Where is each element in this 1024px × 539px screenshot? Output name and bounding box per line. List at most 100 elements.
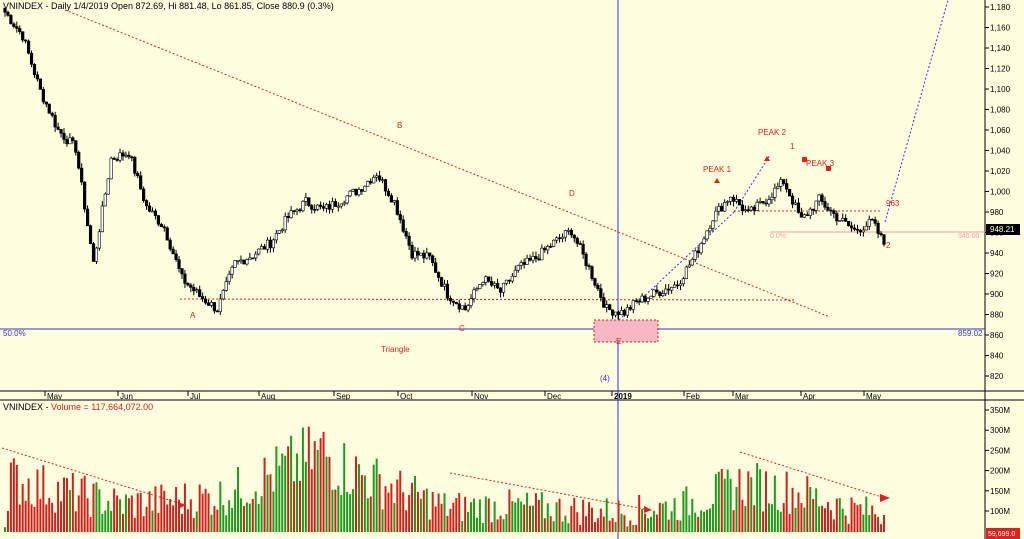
candle-body <box>59 129 63 134</box>
candle-body <box>77 152 81 169</box>
volume-bar <box>172 505 175 532</box>
last-volume-value: 59,699.0 <box>988 531 1015 538</box>
candle-body <box>608 304 612 311</box>
volume-bar <box>720 468 723 532</box>
volume-bar <box>296 453 299 532</box>
volume-bar <box>101 513 104 532</box>
volume-bar <box>815 488 818 532</box>
volume-bar <box>228 500 231 532</box>
volume-bar <box>33 506 36 532</box>
volume-bar <box>732 510 735 532</box>
volume-bar <box>655 514 658 532</box>
candle-body <box>80 167 84 183</box>
volume-bar <box>39 498 42 532</box>
candle-body <box>858 229 863 233</box>
volume-bar <box>481 523 484 532</box>
volume-bar <box>390 483 393 532</box>
volume-bar <box>561 521 564 532</box>
volume-bar <box>15 464 18 532</box>
volume-bar <box>797 492 800 532</box>
volume-bar <box>201 493 204 532</box>
candle-body <box>53 114 57 128</box>
candle-body <box>41 89 45 103</box>
volume-bar <box>567 523 570 532</box>
month-tick-label: May <box>866 392 881 401</box>
volume-bar <box>470 502 473 532</box>
label-b: B <box>397 121 402 130</box>
candle-body <box>572 234 576 239</box>
triangle-lower-trendline[interactable] <box>179 298 796 301</box>
volume-bar <box>738 469 741 532</box>
candle-body <box>94 247 99 262</box>
volume-bar <box>119 499 122 532</box>
candle-body <box>587 265 591 267</box>
candle-body <box>672 284 677 288</box>
volume-bar <box>865 496 868 532</box>
volume-bar <box>71 473 74 532</box>
candle-body <box>221 290 225 300</box>
volume-tick-label: 200M <box>990 467 1010 476</box>
candle-body <box>422 252 426 259</box>
candle-body <box>437 272 441 278</box>
volume-arrow-3 <box>880 494 890 502</box>
volume-tick-label: 100M <box>990 507 1010 516</box>
candle-body <box>696 250 700 254</box>
candle-body <box>15 26 19 29</box>
candle-body <box>469 298 473 306</box>
candle-body <box>678 283 683 286</box>
candle-body <box>826 206 830 211</box>
candle-body <box>136 173 140 177</box>
volume-bar <box>263 457 266 532</box>
volume-trendline-2[interactable] <box>449 472 651 511</box>
volume-bar <box>880 524 883 532</box>
candle-body <box>295 209 299 212</box>
candle-body <box>543 247 547 251</box>
candle-body <box>776 186 780 189</box>
volume-bar <box>225 515 228 532</box>
volume-bar <box>30 504 33 532</box>
candle-body <box>566 229 570 232</box>
volume-bar <box>472 498 475 532</box>
volume-bar <box>573 497 576 532</box>
candle-body <box>233 260 237 268</box>
candle-body <box>811 208 815 211</box>
candle-body <box>265 239 270 250</box>
candle-body <box>752 206 756 211</box>
candle-body <box>445 283 450 299</box>
candle-body <box>121 152 125 157</box>
volume-bar <box>322 431 325 532</box>
label-a: A <box>190 311 196 320</box>
candle-body <box>796 202 801 213</box>
target-zone-box[interactable] <box>593 319 659 343</box>
volume-trendline-3[interactable] <box>739 451 886 499</box>
candle-body <box>513 269 517 277</box>
label-wave-2: 2 <box>886 241 891 250</box>
candle-body <box>867 218 871 227</box>
peak-1-marker <box>714 178 720 183</box>
triangle-upper-trendline[interactable] <box>64 9 831 318</box>
wave-projection-line-2[interactable] <box>733 154 771 213</box>
candle-body <box>21 31 25 41</box>
volume-bar <box>83 475 86 532</box>
candle-body <box>457 303 461 310</box>
volume-bar <box>298 480 301 532</box>
price-tick-label: 820 <box>990 372 1004 381</box>
volume-bar <box>248 503 251 532</box>
candle-body <box>563 230 568 238</box>
candle-body <box>790 195 795 205</box>
volume-bar <box>850 497 853 532</box>
candle-body <box>180 268 184 275</box>
volume-bar <box>237 467 240 532</box>
peak-3-marker-right <box>826 166 831 171</box>
volume-bar <box>502 519 505 532</box>
candle-body <box>24 39 28 42</box>
volume-bar <box>355 456 358 532</box>
wave-projection-line-3[interactable] <box>884 0 949 223</box>
candle-body <box>38 78 42 90</box>
volume-bar <box>517 498 520 532</box>
volume-bar <box>824 508 827 532</box>
candle-body <box>410 245 414 259</box>
volume-bar <box>337 485 340 532</box>
candle-body <box>65 139 69 145</box>
